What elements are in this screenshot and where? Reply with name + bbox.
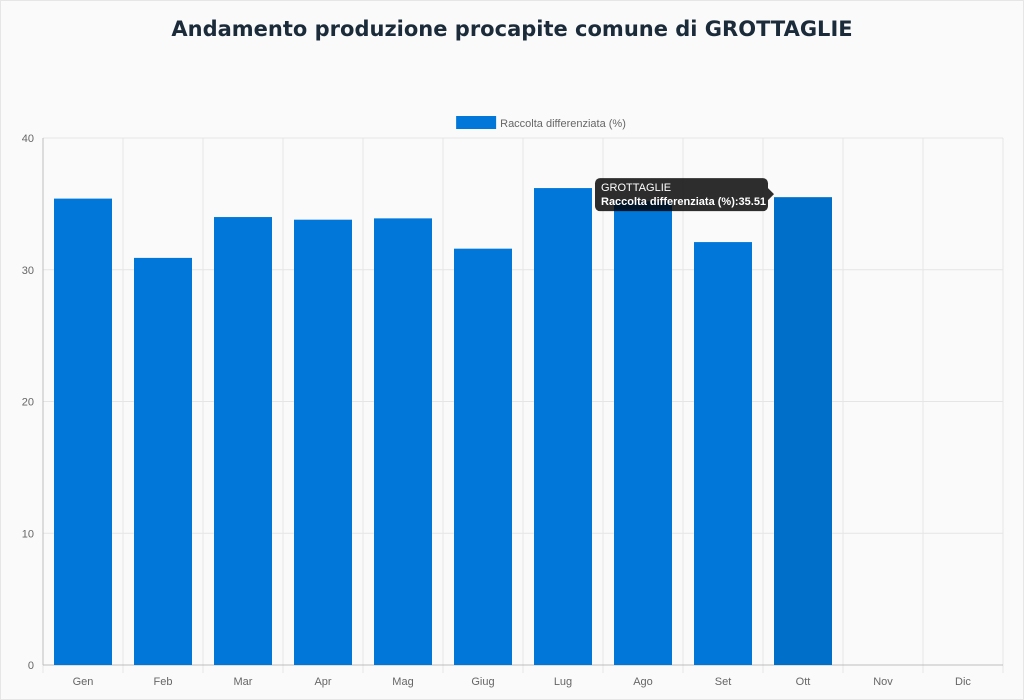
legend-label: Raccolta differenziata (%): [500, 118, 626, 130]
y-tick-label: 10: [22, 528, 34, 540]
chart-tooltip: GROTTAGLIE Raccolta differenziata (%):35.…: [595, 178, 774, 212]
chart-bars: [54, 188, 832, 666]
bar-feb[interactable]: [134, 257, 192, 665]
x-tick-label: Feb: [154, 676, 173, 688]
bar-set[interactable]: [694, 242, 752, 665]
tooltip-body: Raccolta differenziata (%):35.51: [601, 196, 766, 208]
chart-axes: 0 10 20 30 40 Gen Feb Mar Apr Mag Giug Lug Ago Set Ott…: [22, 133, 1003, 688]
x-tick-label: Lug: [554, 676, 572, 688]
x-tick-label: Mag: [392, 676, 413, 688]
y-tick-label: 40: [22, 133, 34, 145]
bar-mar[interactable]: [214, 217, 272, 666]
x-tick-label: Giug: [471, 676, 494, 688]
chart-title: Andamento produzione procapite comune di…: [171, 17, 853, 41]
y-tick-label: 30: [22, 265, 34, 277]
x-tick-label: Ago: [633, 676, 653, 688]
x-tick-label: Ott: [796, 676, 811, 688]
bar-gen[interactable]: [54, 198, 112, 666]
y-tick-label: 0: [28, 660, 34, 672]
bar-apr[interactable]: [294, 219, 352, 665]
bar-lug[interactable]: [534, 188, 592, 665]
bar-mag[interactable]: [374, 218, 432, 665]
y-tick-label: 20: [22, 397, 34, 409]
x-tick-label: Set: [715, 676, 732, 688]
legend-swatch[interactable]: [456, 116, 497, 129]
chart-legend[interactable]: Raccolta differenziata (%): [456, 116, 626, 130]
tooltip-box: [595, 178, 768, 212]
tooltip-title: GROTTAGLIE: [601, 182, 671, 194]
x-tick-label: Nov: [873, 676, 893, 688]
bar-giug[interactable]: [454, 248, 512, 666]
x-tick-label: Mar: [234, 676, 253, 688]
x-tick-label: Apr: [314, 676, 331, 688]
x-tick-label: Dic: [955, 676, 971, 688]
tooltip-caret: [768, 188, 774, 201]
bar-ott[interactable]: [774, 197, 832, 665]
bar-ago[interactable]: [614, 201, 672, 666]
x-tick-label: Gen: [73, 676, 94, 688]
